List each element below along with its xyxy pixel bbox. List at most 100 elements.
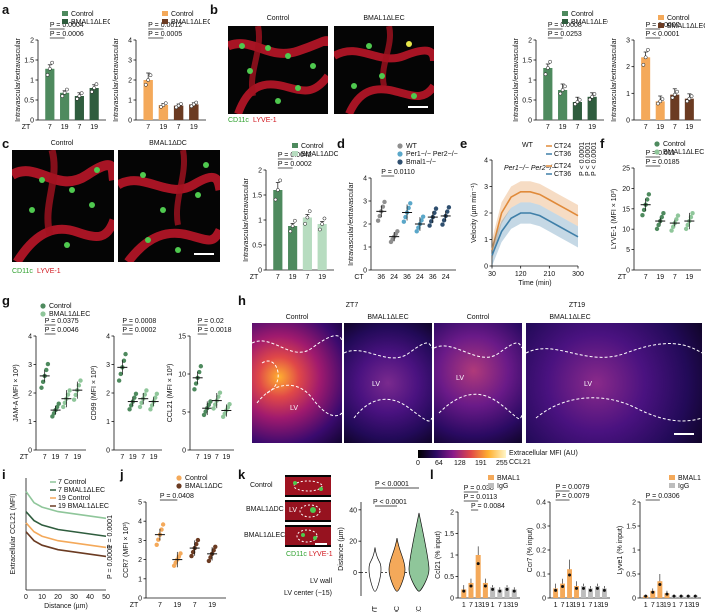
h-colorbar-label: Extracellular MFI (AU)	[509, 450, 578, 457]
data-point	[121, 358, 127, 363]
y-axis-label: Distance (µm)	[338, 527, 345, 571]
y-tick-label: 1	[528, 78, 532, 85]
y-tick-label: 1	[28, 419, 32, 426]
data-point	[307, 209, 312, 214]
k-bmal-lec-image	[285, 525, 331, 547]
legend-swatch	[176, 483, 182, 489]
x-tick-label: 1	[491, 602, 495, 609]
p-value-label: P = 0.0005	[148, 31, 182, 38]
x-tick-label: 1	[554, 602, 558, 609]
y-tick-label: 4	[363, 176, 367, 183]
data-point	[216, 394, 221, 399]
x-tick-label: 13	[684, 602, 692, 609]
x-tick-label: 19	[318, 274, 326, 281]
x-tick-label: 13	[566, 602, 574, 609]
data-point	[62, 90, 67, 95]
p-value-label: P = 0.0079	[556, 493, 590, 500]
y-tick-label: 1	[138, 576, 142, 583]
y-tick-label: 2	[363, 222, 367, 229]
x-tick-label: LEC	[416, 606, 423, 612]
data-point	[303, 221, 307, 226]
chart-a1: 0 0.5 1 1.5 2 Intravascular/extravascular 7 19 7…	[15, 11, 110, 131]
y-tick-label: 20	[349, 539, 357, 546]
data-point	[575, 100, 580, 104]
x-tick-label: 24	[416, 274, 424, 281]
data-point	[195, 537, 201, 543]
y-tick-label: 3	[28, 362, 32, 369]
data-point	[602, 588, 606, 592]
y-tick-label: 4	[128, 38, 132, 45]
b-bmal-title: BMAL1ΔLEC	[363, 15, 405, 22]
p-value-label: P = 0.0002	[122, 327, 156, 334]
series-line	[25, 522, 107, 549]
y-tick-label: 5	[182, 410, 186, 417]
k-control-image	[285, 475, 331, 497]
h-lv-label-1: LV	[290, 405, 299, 412]
y-tick-label: 1.5	[522, 58, 532, 65]
panel-label-c: c	[2, 136, 10, 151]
y-axis-label: Intravascular/extravascular	[15, 38, 22, 122]
data-point	[588, 588, 592, 592]
panel-label-d: d	[337, 136, 345, 151]
x-tick-label: 19	[691, 602, 699, 609]
x-tick-label: 19	[159, 124, 167, 131]
data-point	[592, 92, 597, 96]
bar	[655, 101, 665, 120]
x-tick-label: 7	[651, 602, 655, 609]
bar	[657, 581, 663, 598]
x-tick-label: 19	[656, 124, 664, 131]
data-point	[476, 562, 480, 566]
x-tick-label: 7	[679, 602, 683, 609]
y-tick-label: 1	[106, 419, 110, 426]
data-point	[116, 378, 122, 383]
h-zt7-bmal-heatmap: LV	[344, 323, 432, 443]
h-colorbar-tick-0: 0	[416, 460, 420, 467]
h-zt7-control-heatmap: LV	[252, 323, 342, 443]
x-tick-label: 210	[543, 271, 555, 278]
x-tick-label: 13	[594, 602, 602, 609]
data-point	[689, 94, 694, 98]
x-tick-label: 7	[48, 124, 52, 131]
h-colorbar-tick-191: 191	[475, 460, 487, 467]
data-point	[60, 94, 65, 98]
data-point	[656, 222, 661, 228]
legend-label: BMAL1ΔDC	[185, 483, 223, 490]
legend-swatch	[669, 475, 675, 480]
x-tick-label: 7	[575, 124, 579, 131]
y-tick-label: 0.5	[252, 243, 262, 250]
panel-label-g: g	[2, 293, 10, 308]
b-control-title: Control	[266, 15, 290, 22]
y-axis-label: CCR7 (MFI × 10³)	[123, 522, 130, 578]
bar	[504, 587, 510, 598]
data-point	[189, 104, 194, 109]
data-point	[558, 91, 563, 96]
data-point	[427, 223, 432, 228]
data-point	[305, 215, 310, 220]
data-point	[45, 361, 51, 367]
x-tick-label: 7	[64, 454, 68, 461]
x-tick-label: 7	[43, 454, 47, 461]
legend-swatch	[669, 483, 675, 488]
panel-label-f: f	[600, 136, 605, 151]
data-point	[67, 388, 72, 393]
data-point	[380, 204, 386, 209]
data-point	[641, 63, 646, 67]
data-point	[643, 55, 648, 60]
data-point	[227, 401, 232, 407]
data-point	[92, 86, 97, 90]
data-point	[208, 555, 213, 560]
legend-label: IgG	[497, 483, 508, 490]
data-point	[577, 97, 582, 102]
x-tick-label: 7	[673, 274, 677, 281]
data-point	[414, 229, 419, 234]
y-tick-label: 0.3	[536, 524, 546, 531]
data-point	[416, 225, 421, 230]
bar	[89, 88, 99, 120]
y-tick-label: 2	[28, 391, 32, 398]
data-point	[194, 100, 199, 105]
legend-swatch	[176, 475, 182, 481]
data-point	[375, 218, 381, 223]
h-bmal1-title: BMAL1ΔLEC	[367, 314, 409, 321]
k-bmal-dc-image: LV	[285, 500, 331, 522]
data-point	[159, 104, 163, 109]
